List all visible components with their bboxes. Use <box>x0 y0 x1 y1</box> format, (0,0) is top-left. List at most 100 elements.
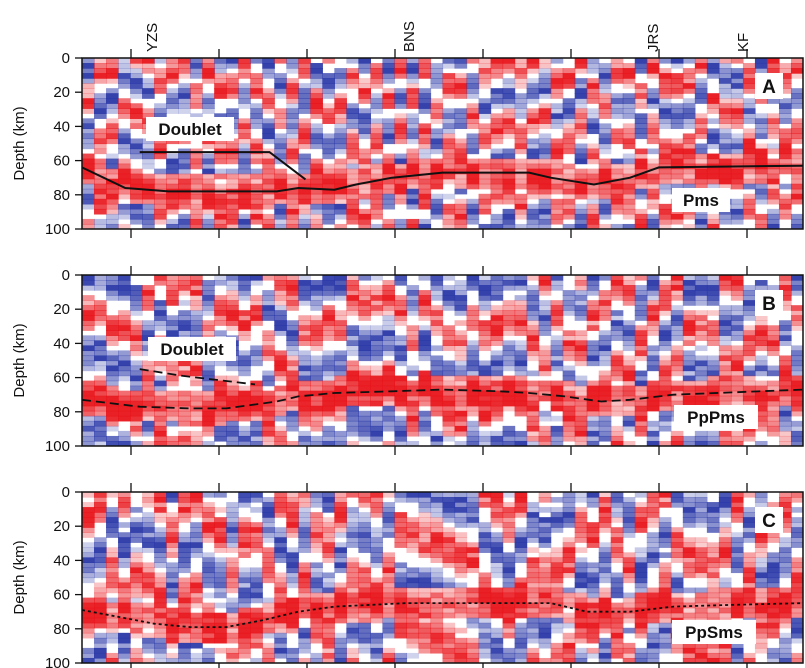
image-cell <box>466 602 480 609</box>
image-cell <box>706 93 720 99</box>
image-cell <box>682 123 696 130</box>
image-cell <box>694 440 708 446</box>
image-cell <box>118 178 131 185</box>
image-cell <box>310 435 323 442</box>
image-cell <box>418 290 432 296</box>
image-cell <box>298 582 311 589</box>
image-cell <box>694 507 708 513</box>
image-cell <box>394 158 408 165</box>
image-cell <box>502 305 516 311</box>
image-cell <box>130 78 143 84</box>
image-cell <box>334 203 347 210</box>
image-cell <box>682 350 696 357</box>
image-cell <box>346 430 359 437</box>
image-cell <box>646 350 660 357</box>
image-cell <box>658 335 672 341</box>
image-cell <box>274 208 287 215</box>
image-cell <box>730 295 744 301</box>
image-cell <box>310 547 323 553</box>
image-cell <box>514 300 528 306</box>
image-cell <box>214 78 227 84</box>
image-cell <box>322 440 335 446</box>
image-cell <box>382 128 396 135</box>
image-cell <box>634 153 648 160</box>
image-cell <box>706 223 720 229</box>
image-cell <box>274 315 287 321</box>
image-cell <box>142 532 155 538</box>
image-cell <box>442 582 456 589</box>
image-cell <box>370 300 384 306</box>
image-cell <box>490 380 504 387</box>
image-cell <box>166 415 179 422</box>
image-cell <box>718 360 732 367</box>
image-cell <box>442 88 456 94</box>
image-cell <box>226 295 239 301</box>
interface-line-2 <box>139 368 256 386</box>
image-cell <box>442 173 456 180</box>
image-cell <box>238 335 251 341</box>
image-cell <box>742 315 756 321</box>
image-cell <box>382 657 396 663</box>
image-cell <box>490 597 504 604</box>
image-cell <box>274 647 287 654</box>
image-cell <box>466 557 480 564</box>
image-cell <box>778 335 792 341</box>
image-cell <box>682 320 696 326</box>
image-cell <box>610 647 624 654</box>
image-cell <box>166 642 179 649</box>
image-cell <box>382 572 396 579</box>
image-cell <box>238 330 251 336</box>
image-cell <box>742 68 756 74</box>
image-cell <box>358 587 371 594</box>
image-cell <box>238 275 251 281</box>
image-cell <box>466 103 480 109</box>
image-cell <box>370 325 384 331</box>
image-cell <box>334 193 347 200</box>
image-cell <box>442 158 456 165</box>
image-cell <box>442 203 456 210</box>
image-cell <box>430 537 444 543</box>
image-cell <box>418 173 432 180</box>
image-cell <box>730 275 744 281</box>
image-cell <box>490 163 504 170</box>
image-cell <box>466 420 480 427</box>
image-cell <box>538 208 552 215</box>
image-cell <box>718 280 732 286</box>
image-cell <box>598 108 612 114</box>
image-cell <box>214 203 227 210</box>
image-cell <box>226 143 239 150</box>
image-cell <box>106 108 119 114</box>
image-cell <box>262 88 275 94</box>
image-cell <box>154 572 167 579</box>
image-cell <box>538 497 552 503</box>
image-cell <box>154 602 167 609</box>
image-cell <box>418 572 432 579</box>
image-cell <box>226 320 239 326</box>
image-cell <box>454 647 468 654</box>
image-cell <box>454 188 468 195</box>
image-cell <box>130 647 143 654</box>
image-cell <box>226 375 239 382</box>
image-cell <box>370 547 384 553</box>
image-cell <box>598 420 612 427</box>
image-cell <box>658 108 672 114</box>
image-cell <box>346 290 359 296</box>
image-cell <box>262 405 275 412</box>
image-cell <box>358 83 371 89</box>
image-cell <box>142 198 155 205</box>
image-cell <box>406 400 420 407</box>
image-cell <box>394 113 408 119</box>
image-cell <box>658 627 672 634</box>
image-cell <box>382 315 396 321</box>
image-cell <box>586 183 600 190</box>
image-cell <box>454 390 468 397</box>
image-cell <box>526 290 540 296</box>
image-cell <box>118 430 131 437</box>
image-cell <box>574 497 588 503</box>
image-cell <box>190 552 203 558</box>
image-cell <box>154 315 167 321</box>
image-cell <box>226 153 239 160</box>
image-cell <box>670 153 684 160</box>
image-cell <box>346 123 359 130</box>
image-cell <box>454 208 468 215</box>
